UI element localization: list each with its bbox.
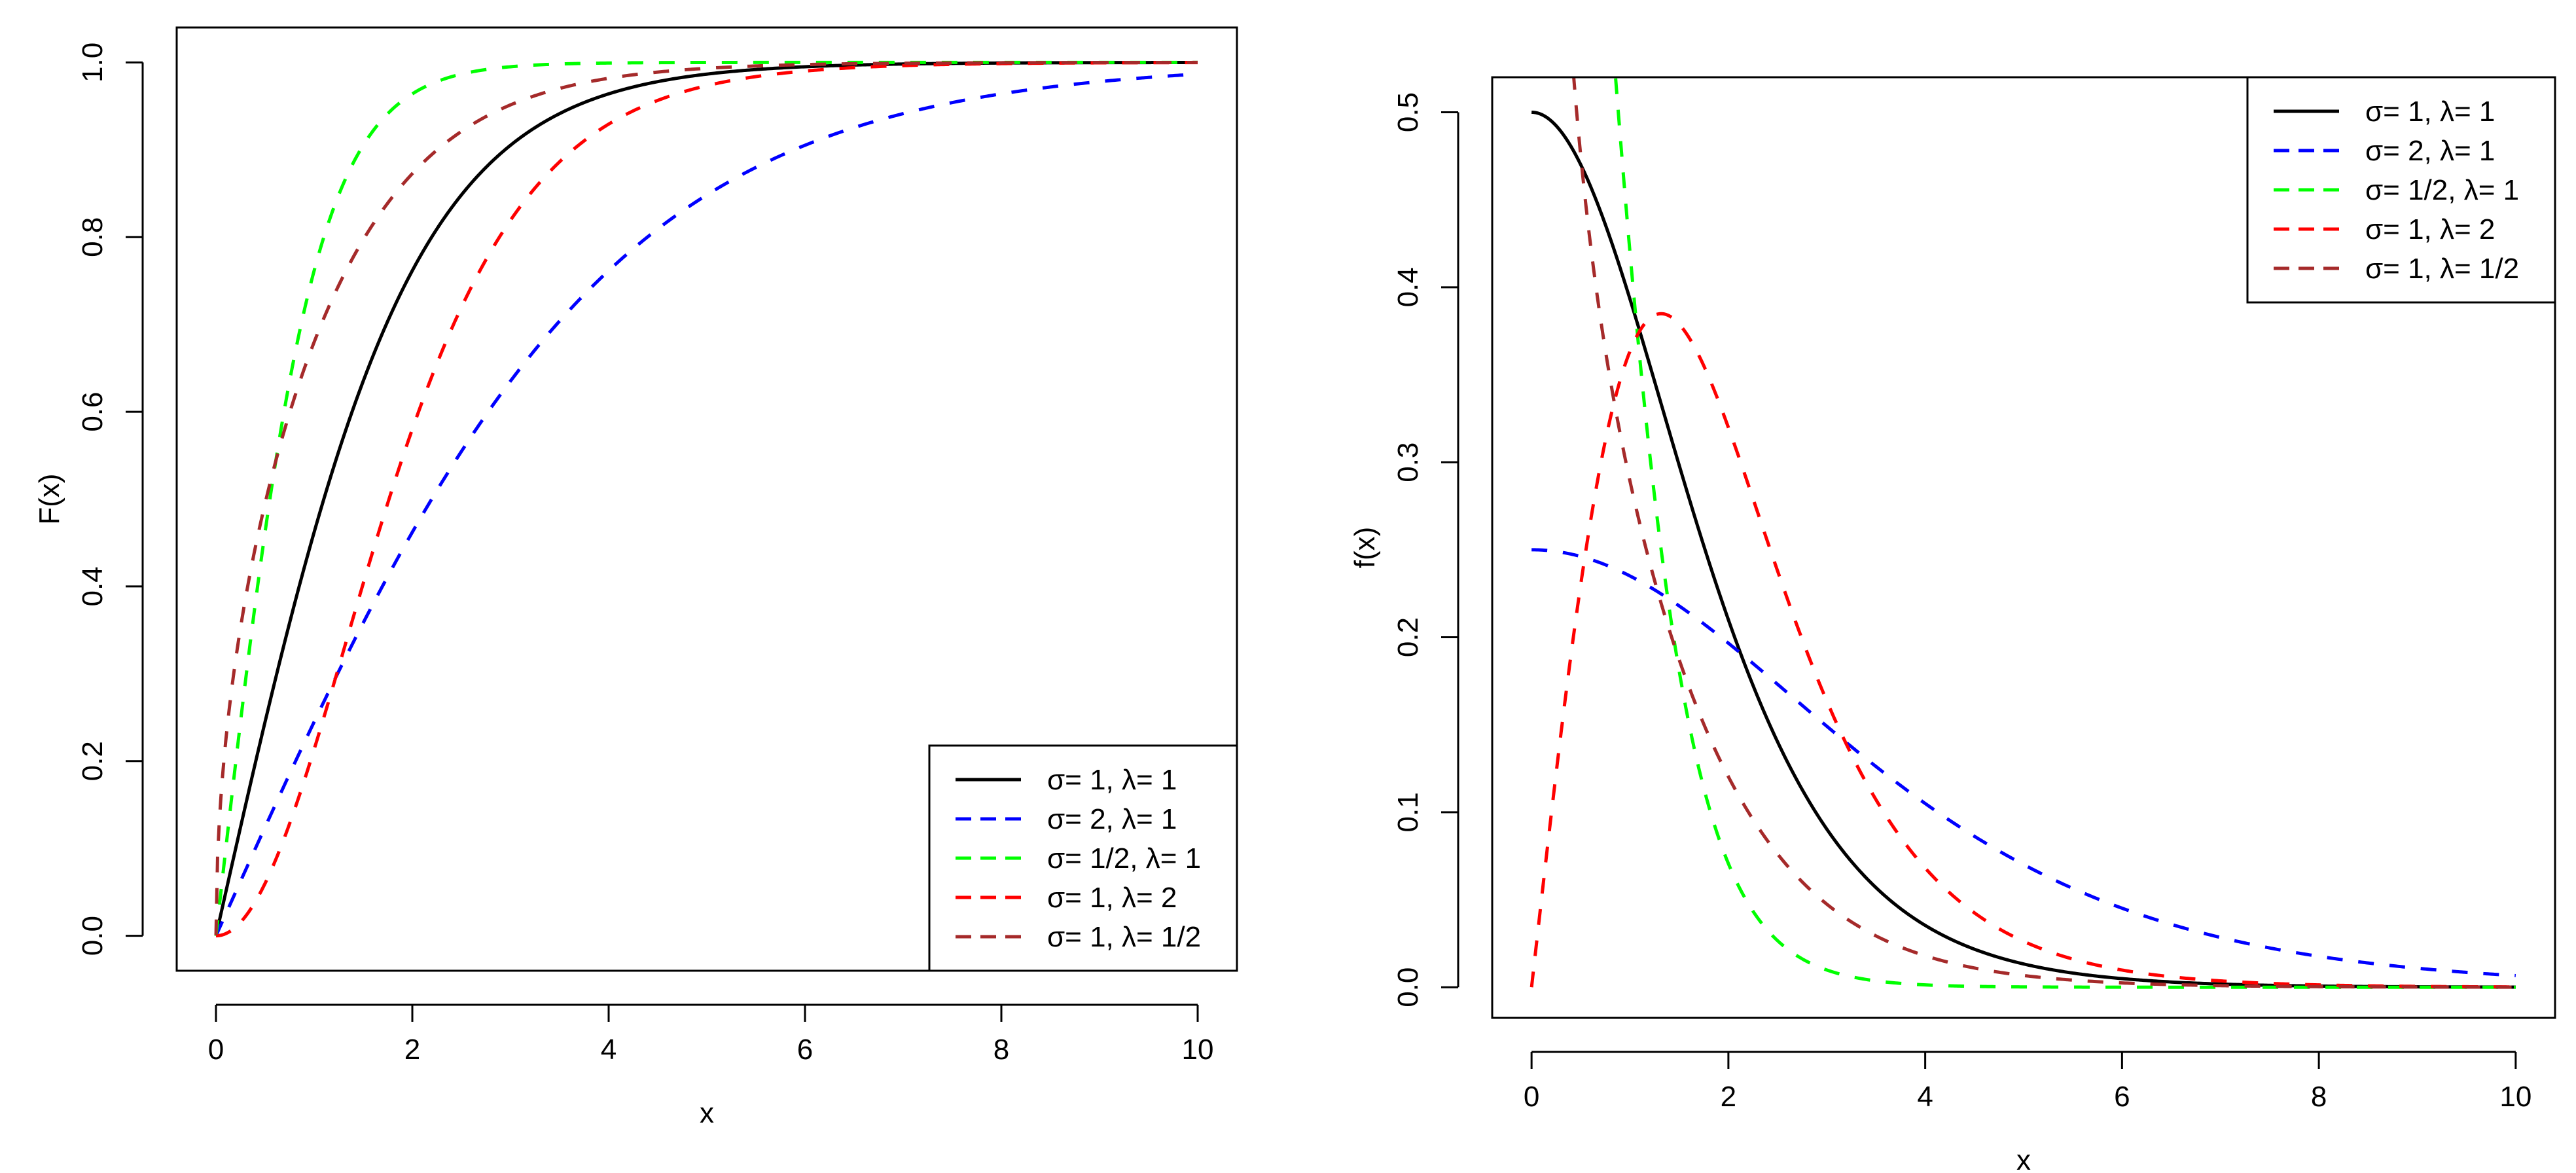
pdf-series-line-1	[1531, 548, 2516, 977]
pdf-legend: σ= 1, λ= 1 σ= 2, λ= 1 σ= 1/2, λ= 1 σ= 1, λ=…	[2246, 76, 2556, 304]
cdf-x-tick-label: 8	[993, 1034, 1009, 1066]
cdf-plot-frame	[175, 26, 1238, 972]
pdf-series-line-2	[1613, 77, 2516, 989]
cdf-y-axis-label: F(x)	[33, 473, 65, 524]
pdf-series-line-4	[1572, 77, 2516, 989]
cdf-legend-label: σ= 1, λ= 2	[1047, 882, 1177, 914]
pdf-y-tick-label: 0.4	[1392, 267, 1424, 307]
cdf-y-tick-label: 1.0	[77, 43, 109, 82]
cdf-x-tick-label: 0	[208, 1034, 224, 1066]
pdf-legend-label: σ= 2, λ= 1	[2365, 135, 2495, 167]
pdf-y-tick-label: 0.1	[1392, 792, 1424, 832]
pdf-x-tick-label: 4	[1917, 1081, 1933, 1113]
pdf-legend-label: σ= 1, λ= 1/2	[2365, 253, 2519, 285]
pdf-y-axis-label: f(x)	[1349, 527, 1381, 569]
pdf-x-tick-label: 0	[1524, 1081, 1539, 1113]
cdf-x-tick-label: 6	[797, 1034, 813, 1066]
cdf-legend-label: σ= 1, λ= 1	[1047, 764, 1177, 796]
pdf-x-axis-label: x	[2016, 1144, 2031, 1173]
cdf-y-tick-label: 0.2	[77, 741, 109, 781]
pdf-x-tick-label: 8	[2311, 1081, 2327, 1113]
cdf-x-tick-label: 10	[1182, 1034, 1214, 1066]
cdf-x-tick-label: 2	[404, 1034, 420, 1066]
pdf-legend-label: σ= 1, λ= 1	[2365, 96, 2495, 128]
cdf-series-line-4	[214, 60, 1198, 935]
cdf-y-tick-label: 0.8	[77, 217, 109, 257]
cdf-legend: σ= 1, λ= 1 σ= 2, λ= 1 σ= 1/2, λ= 1 σ= 1, λ=…	[928, 744, 1238, 972]
cdf-series-line-1	[214, 72, 1198, 937]
pdf-x-tick-label: 10	[2499, 1081, 2531, 1113]
cdf-legend-label: σ= 2, λ= 1	[1047, 803, 1177, 835]
cdf-legend-label: σ= 1/2, λ= 1	[1047, 842, 1201, 875]
pdf-legend-label: σ= 1/2, λ= 1	[2365, 174, 2519, 206]
pdf-x-tick-label: 6	[2114, 1081, 2130, 1113]
cdf-y-tick-label: 0.6	[77, 391, 109, 431]
pdf-y-tick-label: 0.2	[1392, 617, 1424, 657]
pdf-curves	[1530, 77, 2516, 989]
cdf-x-axis-label: x	[700, 1097, 714, 1129]
cdf-y-tick-label: 0.4	[77, 566, 109, 606]
cdf-x-tick-label: 4	[601, 1034, 617, 1066]
cdf-panel: 0 2 4 6 8 10 x 0.0 0.2 0.4 0.6 0.8 1.0 F(x) σ= 1, λ= 1…	[33, 26, 1238, 1129]
cdf-legend-label: σ= 1, λ= 1/2	[1047, 921, 1201, 953]
pdf-y-tick-label: 0.0	[1392, 967, 1424, 1007]
pdf-y-tick-label: 0.5	[1392, 92, 1424, 132]
cdf-y-tick-label: 0.0	[77, 916, 109, 956]
pdf-series-line-3	[1530, 312, 2516, 989]
pdf-legend-label: σ= 1, λ= 2	[2365, 213, 2495, 245]
cdf-curves	[214, 60, 1198, 938]
pdf-panel: 0 2 4 6 8 10 x 0.0 0.1 0.2 0.3 0.4 0.5 f(x) σ= 1, λ= 1…	[1349, 76, 2556, 1173]
pdf-y-tick-label: 0.3	[1392, 442, 1424, 482]
pdf-x-tick-label: 2	[1721, 1081, 1736, 1113]
pdf-plot-frame	[1491, 76, 2556, 1019]
